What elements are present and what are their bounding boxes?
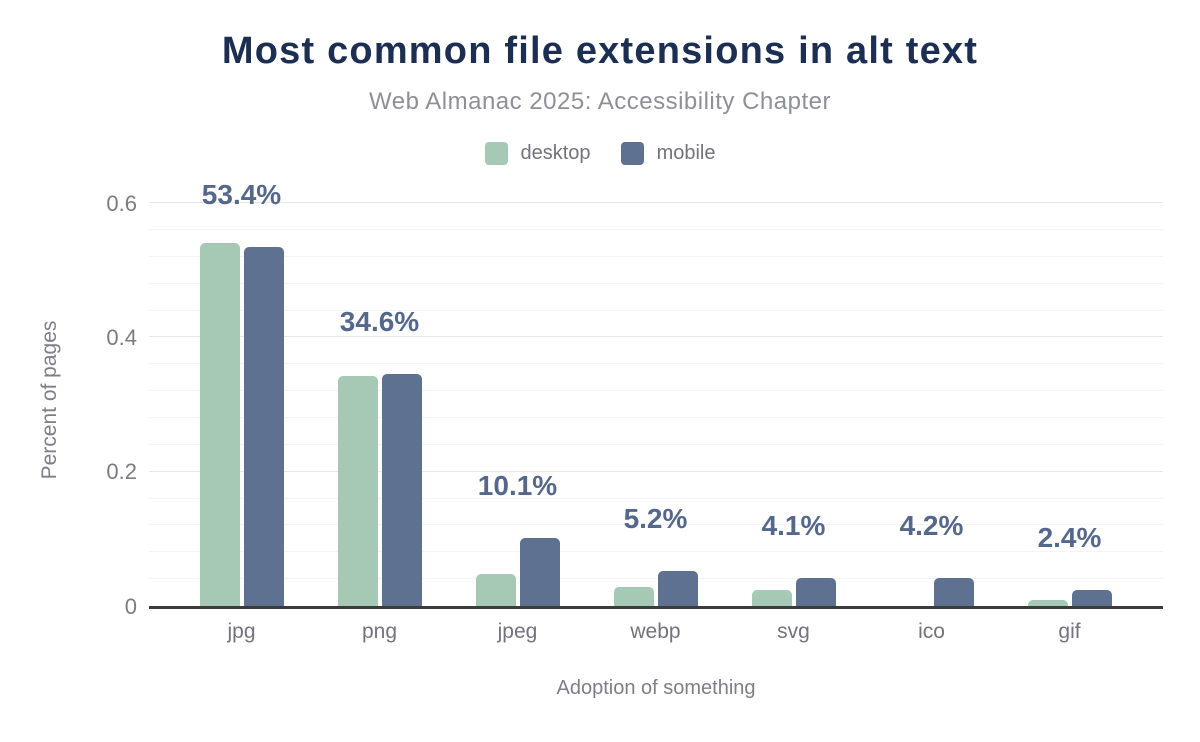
major-gridline [149, 470, 1163, 472]
x-axis-title: Adoption of something [556, 677, 756, 699]
minor-gridline [149, 309, 1163, 311]
bar-desktop-jpeg[interactable] [475, 573, 516, 606]
bar-desktop-svg[interactable] [751, 589, 792, 606]
data-label-svg: 4.1% [761, 510, 826, 542]
minor-gridline [149, 443, 1163, 445]
chart-subtitle: Web Almanac 2025: Accessibility Chapter [369, 88, 831, 115]
legend-swatch-mobile [620, 142, 644, 165]
legend-label: desktop [520, 142, 591, 164]
bar-mobile-jpeg[interactable] [519, 538, 560, 606]
x-axis-line [149, 606, 1163, 609]
x-tick-label-ico: ico [918, 620, 945, 643]
x-tick-label-jpeg: jpeg [497, 620, 538, 643]
minor-gridline [149, 255, 1163, 257]
x-tick-label-png: png [361, 620, 398, 643]
legend-label: mobile [656, 142, 716, 164]
y-axis-title: Percent of pages [38, 320, 61, 480]
minor-gridline [149, 578, 1163, 580]
minor-gridline [149, 228, 1163, 230]
bar-desktop-gif[interactable] [1027, 599, 1068, 606]
chart-title: Most common file extensions in alt text [221, 30, 979, 72]
minor-gridline [149, 390, 1163, 392]
bar-mobile-webp[interactable] [657, 571, 698, 606]
data-label-ico: 4.2% [899, 509, 964, 541]
data-label-jpeg: 10.1% [477, 470, 558, 502]
bar-desktop-webp[interactable] [613, 586, 654, 606]
chart-legend: desktop mobile [0, 142, 1200, 165]
data-label-jpg: 53.4% [201, 179, 282, 211]
bar-mobile-ico[interactable] [933, 577, 974, 606]
minor-gridline [149, 551, 1163, 553]
x-tick-label-webp: webp [630, 620, 681, 643]
y-tick-label: 0.2 [106, 459, 137, 485]
x-tick-label-jpg: jpg [227, 620, 256, 643]
x-tick-label-gif: gif [1058, 620, 1081, 643]
x-tick-label-svg: svg [777, 620, 810, 643]
legend-swatch-desktop [484, 142, 508, 165]
y-tick-label: 0.6 [106, 190, 137, 216]
bar-mobile-jpg[interactable] [243, 247, 284, 606]
y-tick-label: 0.4 [106, 324, 137, 350]
bar-mobile-svg[interactable] [795, 578, 836, 606]
bar-desktop-jpg[interactable] [199, 243, 240, 606]
bar-mobile-gif[interactable] [1071, 589, 1112, 606]
y-tick-label: 0 [124, 593, 137, 619]
legend-item-mobile[interactable]: mobile [620, 142, 716, 165]
minor-gridline [149, 497, 1163, 499]
bar-mobile-png[interactable] [381, 373, 422, 606]
major-gridline [149, 202, 1163, 204]
data-label-png: 34.6% [339, 305, 420, 337]
major-gridline [149, 336, 1163, 338]
data-label-gif: 2.4% [1037, 521, 1102, 553]
legend-item-desktop[interactable]: desktop [484, 142, 591, 165]
bar-desktop-png[interactable] [337, 376, 378, 606]
minor-gridline [149, 416, 1163, 418]
minor-gridline [149, 282, 1163, 284]
plot-area: 53.4% 34.6% 10.1% 5.2% 4.1% 4.2% 2.4% [149, 179, 1163, 609]
minor-gridline [149, 363, 1163, 365]
data-label-webp: 5.2% [623, 503, 688, 535]
minor-gridline [149, 524, 1163, 526]
